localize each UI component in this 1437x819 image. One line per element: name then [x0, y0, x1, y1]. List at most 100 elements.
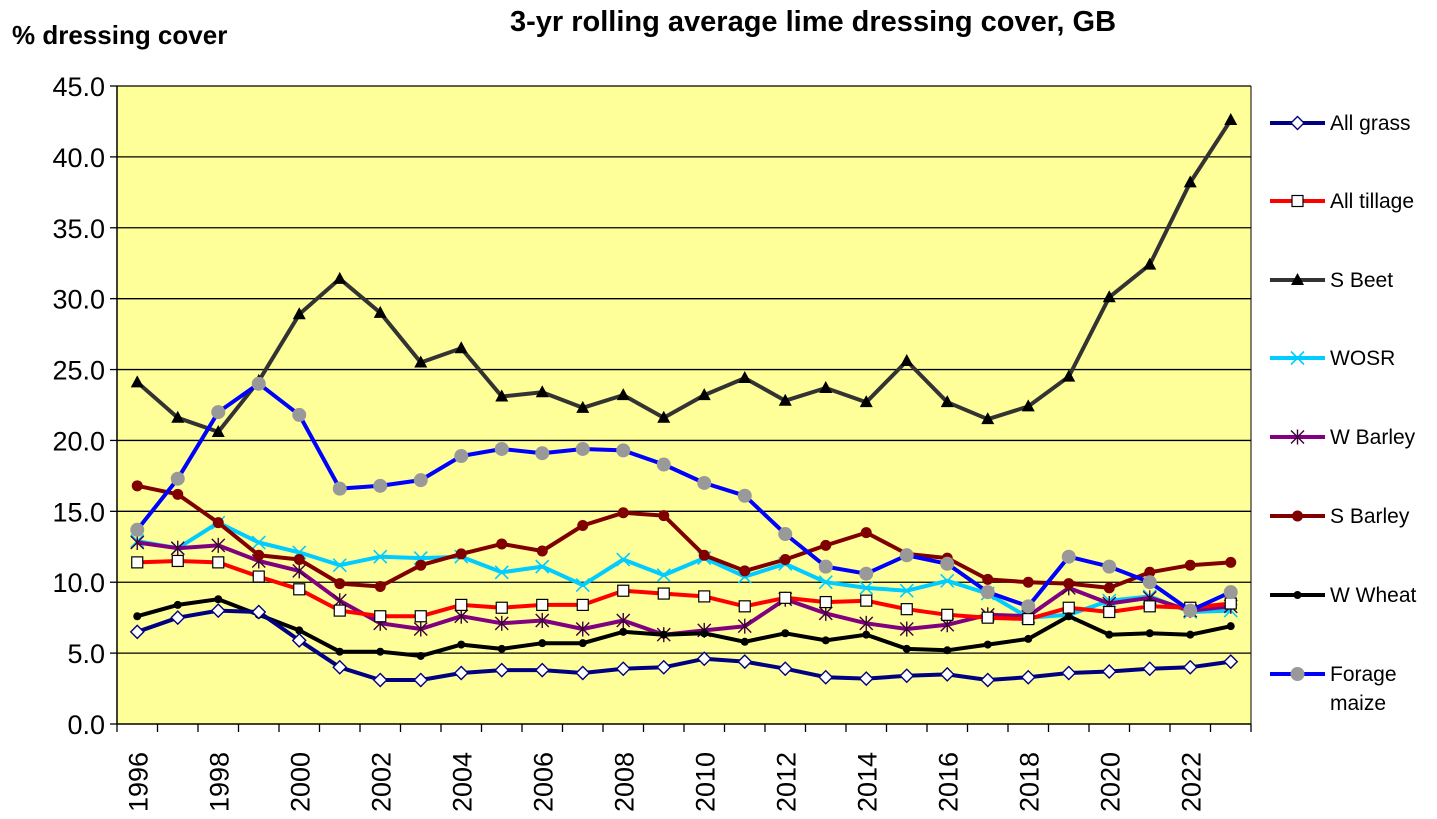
data-point [737, 488, 752, 503]
series-line [135, 381, 1232, 613]
data-point [413, 621, 428, 637]
data-point [173, 600, 182, 609]
data-point [1224, 597, 1237, 610]
data-point [1184, 559, 1196, 571]
data-point [372, 672, 388, 688]
data-point [657, 587, 670, 600]
data-point [1105, 630, 1114, 639]
data-point [497, 644, 506, 653]
data-point [295, 626, 304, 635]
data-point [615, 661, 631, 677]
data-point [1224, 113, 1238, 126]
x-tick-label: 2010 [690, 752, 720, 812]
data-point [494, 565, 509, 580]
data-point [1290, 350, 1305, 366]
series-line [136, 608, 1232, 682]
data-point [293, 554, 305, 566]
data-point [129, 624, 145, 640]
data-point-stroke [494, 565, 509, 580]
x-tick-label: 1998 [204, 752, 234, 812]
x-tick-label: 2012 [771, 752, 801, 812]
data-point [1103, 605, 1116, 619]
data-point-stroke [656, 568, 671, 583]
data-point [617, 584, 630, 597]
data-point [1062, 369, 1076, 382]
y-tick-label: 10.0 [52, 568, 105, 598]
data-point [697, 475, 712, 490]
data-point [820, 539, 832, 551]
data-point [779, 554, 791, 566]
legend-label: S Barley [1330, 505, 1410, 528]
data-point [1021, 599, 1036, 614]
data-point [818, 669, 834, 685]
data-point [212, 517, 224, 529]
data-point [1183, 603, 1198, 618]
series-line [137, 559, 1232, 622]
data-point [251, 604, 267, 620]
data-point [577, 520, 589, 532]
legend-item-w-barley: W Barley [1270, 426, 1416, 449]
data-point [981, 412, 995, 425]
x-tick-label: 2018 [1014, 752, 1044, 812]
data-point [700, 629, 709, 638]
data-point [778, 527, 793, 542]
y-tick-label: 5.0 [67, 639, 105, 669]
data-point [534, 662, 550, 678]
data-point [536, 545, 548, 557]
data-point [373, 305, 387, 318]
series-line [136, 597, 1232, 658]
x-tick-label: 1996 [123, 752, 153, 812]
x-tick-labels: 1996 1998 2000 2002 2004 2006 2008 2010 2012 2014… [123, 752, 1206, 812]
data-point [494, 441, 509, 456]
data-point [332, 558, 347, 573]
data-point [535, 613, 550, 629]
data-point [413, 672, 429, 688]
legend-item-forage-maize: Forage maize [1270, 663, 1397, 715]
data-point [333, 271, 347, 284]
data-point [171, 554, 184, 568]
data-point [818, 575, 833, 590]
data-point-stroke [859, 580, 874, 595]
data-point [616, 443, 631, 458]
data-point [1223, 654, 1239, 670]
legend-item-s-beet: S Beet [1270, 269, 1393, 292]
data-point [658, 510, 670, 522]
data-point [170, 610, 186, 626]
data-point [940, 573, 955, 588]
data-point [899, 583, 914, 598]
data-point-stroke [616, 552, 631, 567]
data-point [616, 388, 630, 401]
data-point [170, 471, 185, 486]
legend-label: WOSR [1330, 347, 1395, 370]
y-tick-label: 45.0 [52, 72, 105, 102]
y-tick-label: 40.0 [52, 143, 105, 173]
data-point [819, 380, 833, 393]
data-point [130, 375, 144, 388]
data-point [1223, 585, 1238, 600]
legend-item-w-wheat: W Wheat [1270, 584, 1417, 607]
data-point [455, 598, 468, 612]
data-point [495, 601, 508, 614]
data-point [1101, 664, 1117, 680]
data-point [1064, 612, 1073, 621]
data-point [739, 565, 751, 577]
data-point [1145, 629, 1154, 638]
x-tick-label: 2000 [285, 752, 315, 812]
data-point [1182, 659, 1198, 675]
data-point [698, 590, 711, 603]
data-point [535, 385, 549, 398]
y-tick-label: 30.0 [52, 285, 105, 315]
data-point [656, 659, 672, 675]
data-point-stroke [373, 549, 388, 564]
data-point [131, 556, 144, 569]
data-point [940, 395, 954, 408]
legend-label: maize [1330, 692, 1386, 715]
data-point [578, 639, 587, 648]
data-point [778, 393, 792, 406]
data-point [292, 307, 306, 320]
data-point [415, 559, 427, 571]
data-point [781, 629, 790, 638]
data-point [494, 615, 509, 631]
data-point [737, 654, 753, 670]
data-point [1143, 257, 1157, 270]
